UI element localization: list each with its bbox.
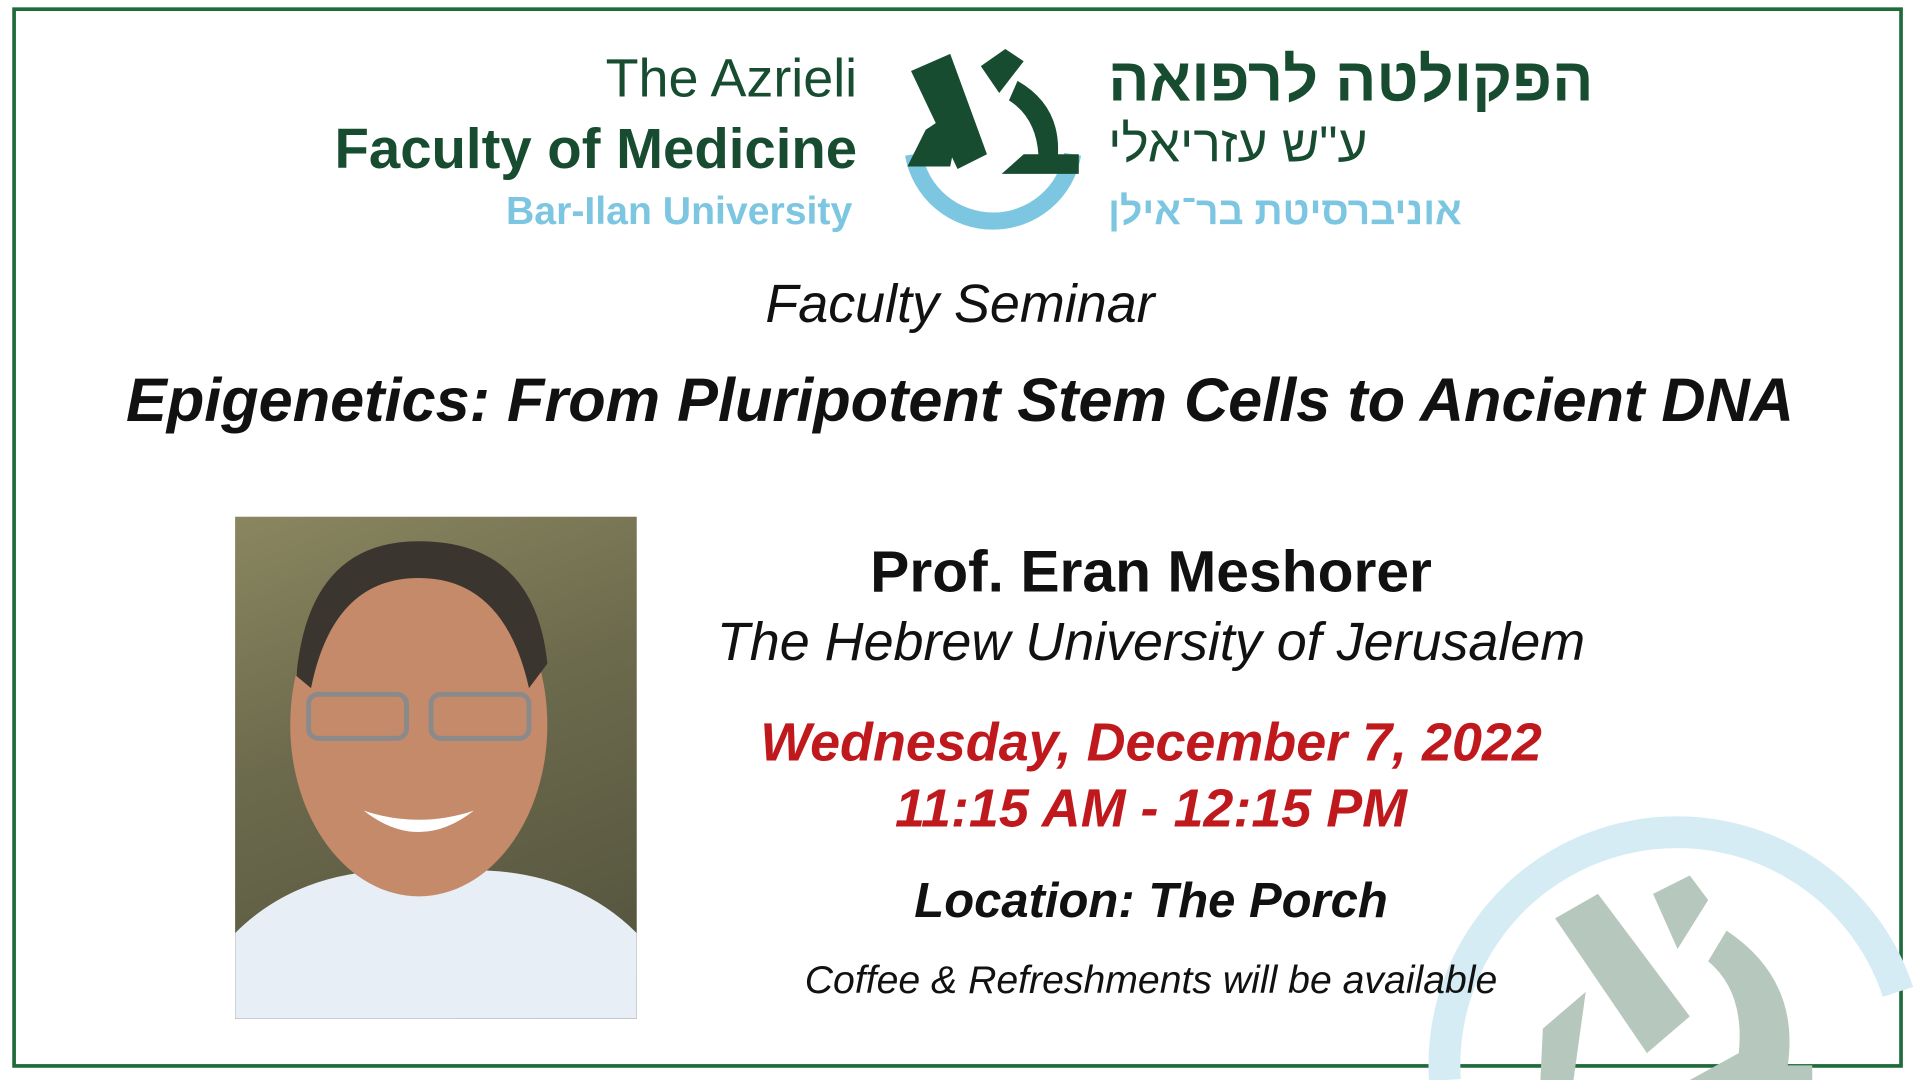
- faculty-logo-emblem: [905, 48, 1082, 230]
- logo-en-line2: Faculty of Medicine: [334, 116, 858, 181]
- logo-he-line1: הפקולטה לרפואה: [1108, 45, 1594, 114]
- event-location: Location: The Porch: [914, 874, 1388, 929]
- event-date: Wednesday, December 7, 2022: [760, 712, 1542, 773]
- logo-en-line3: Bar-Ilan University: [506, 188, 853, 233]
- speaker-affiliation: The Hebrew University of Jerusalem: [716, 612, 1586, 673]
- seminar-title: Epigenetics: From Pluripotent Stem Cells…: [126, 366, 1795, 435]
- refreshments-note: Coffee & Refreshments will be available: [804, 957, 1498, 1002]
- speaker-name: Prof. Eran Meshorer: [870, 540, 1432, 605]
- watermark-logo-icon: [1428, 816, 1914, 1080]
- event-time: 11:15 AM - 12:15 PM: [895, 778, 1408, 839]
- event-type: Faculty Seminar: [765, 274, 1155, 335]
- logo-he-line2: ע"ש עזריאלי: [1108, 115, 1368, 173]
- logo-he-line3: אוניברסיטת בר־אילן: [1108, 188, 1462, 233]
- poster-border: [12, 7, 1903, 1068]
- logo-en-line1: The Azrieli: [605, 48, 858, 109]
- speaker-photo: [235, 516, 637, 1019]
